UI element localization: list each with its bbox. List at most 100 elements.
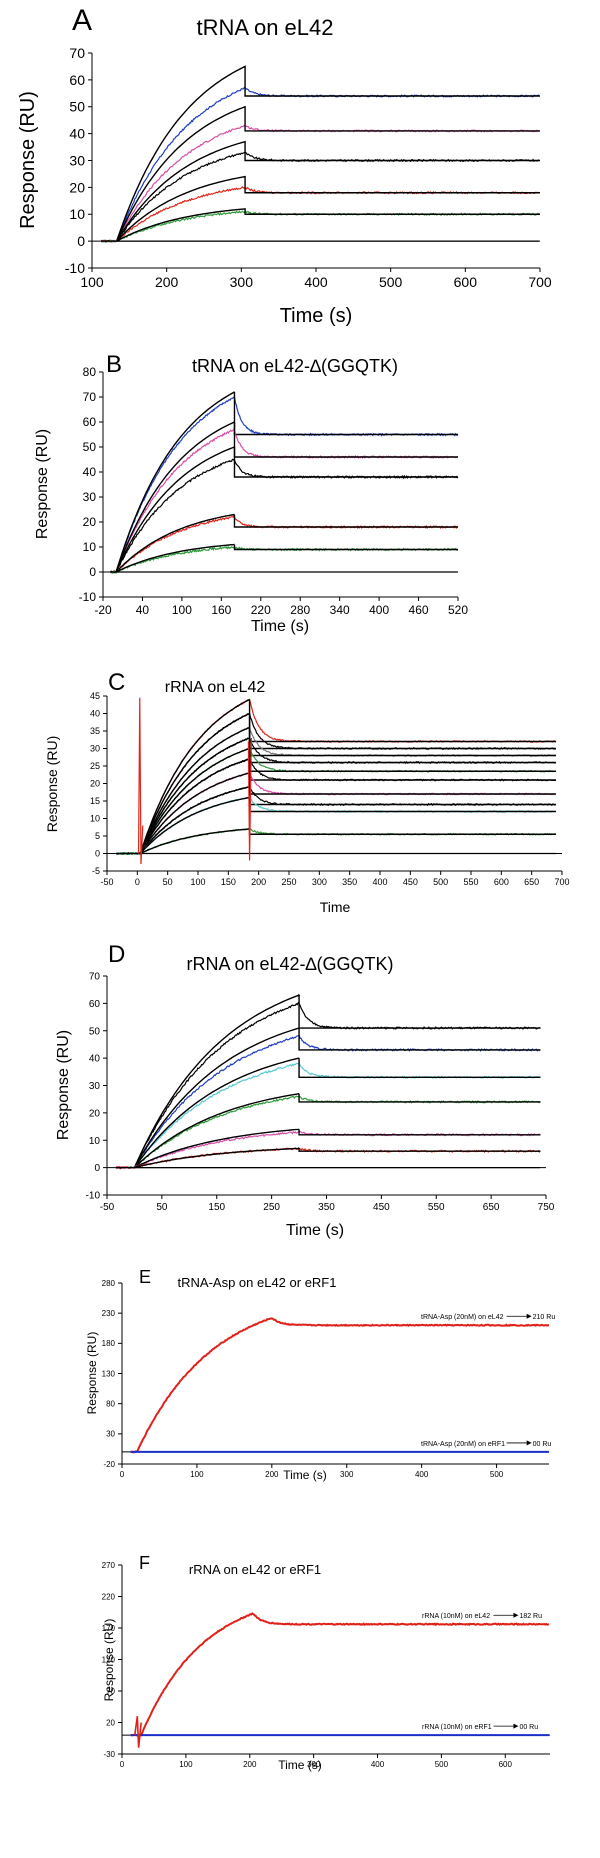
y-tick-label: -30 — [103, 1750, 115, 1759]
y-tick-label: 40 — [69, 126, 85, 142]
fit-line-1 — [115, 391, 458, 573]
y-axis-label: Response (RU) — [34, 429, 51, 539]
arrow-head — [513, 1723, 519, 1729]
y-tick-label: -20 — [103, 1460, 115, 1469]
x-tick-label: 100 — [172, 603, 192, 617]
panel-f: -30 20 70 120 170 220 270 0 100 200 300 400 500 600 F r… — [102, 1553, 550, 1772]
x-tick-label: 500 — [435, 1760, 449, 1769]
data-series-2 — [109, 427, 459, 574]
data-series-2 — [100, 124, 540, 243]
x-tick-label: 400 — [371, 1760, 385, 1769]
panel-letter: A — [72, 4, 92, 37]
fit-line-1 — [139, 698, 556, 855]
data-series-1 — [115, 698, 557, 856]
x-tick-label: 100 — [80, 274, 104, 290]
x-axis-label: Time (s) — [286, 1222, 344, 1239]
y-tick-label: 30 — [83, 490, 97, 504]
y-tick-label: -10 — [86, 1191, 101, 1202]
series-end-value: 210 Ru — [533, 1314, 556, 1321]
x-tick-label: 50 — [156, 1202, 168, 1213]
arrow-head — [526, 1313, 532, 1319]
x-tick-label: -20 — [94, 603, 112, 617]
x-tick-label: 300 — [340, 1470, 354, 1479]
data-series-1 — [109, 395, 459, 574]
fit-line-6 — [139, 758, 556, 855]
chart-title: tRNA on eL42 — [197, 15, 334, 40]
y-tick-label: 230 — [102, 1309, 116, 1318]
x-tick-label: 400 — [369, 603, 389, 617]
fit-line-2 — [139, 712, 556, 855]
fit-line-5 — [115, 543, 458, 573]
y-tick-label: 40 — [89, 1054, 101, 1065]
y-tick-label: -5 — [92, 866, 100, 876]
injection-spike — [137, 697, 144, 865]
fit-line-6 — [132, 1146, 541, 1169]
x-tick-label: 150 — [208, 1202, 225, 1213]
fit-line-4 — [139, 737, 556, 855]
x-tick-label: 300 — [312, 877, 327, 887]
x-tick-label: 460 — [409, 603, 429, 617]
y-tick-label: 15 — [90, 796, 100, 806]
y-tick-label: 10 — [90, 814, 100, 824]
chart-title: rRNA on eL42-∆(GGQTK) — [186, 954, 393, 974]
fit-line-5 — [139, 747, 556, 855]
x-tick-label: 350 — [318, 1202, 335, 1213]
panel-d: -10 0 10 20 30 40 50 60 70 -50 50 150 250 350 450 550 65… — [55, 941, 555, 1239]
fit-line-3 — [139, 726, 556, 855]
data-series-10 — [115, 827, 557, 856]
data-series-1 — [130, 1317, 549, 1454]
x-tick-label: 450 — [403, 877, 418, 887]
x-tick-label: 600 — [454, 274, 478, 290]
fit-line-4 — [115, 175, 540, 242]
data-series-6 — [115, 758, 557, 855]
x-tick-label: 200 — [243, 1760, 257, 1769]
x-tick-label: 0 — [120, 1760, 125, 1769]
x-tick-label: 650 — [483, 1202, 500, 1213]
y-tick-label: 10 — [89, 1136, 101, 1147]
y-tick-label: 70 — [69, 45, 85, 61]
y-axis-label: Response (RU) — [55, 1030, 72, 1140]
injection-spike — [133, 1716, 142, 1748]
x-tick-label: 50 — [163, 877, 173, 887]
fit-line-10 — [140, 828, 556, 855]
x-tick-label: 0 — [120, 1470, 125, 1479]
x-tick-label: 0 — [135, 877, 140, 887]
x-axis-label: Time — [320, 899, 351, 915]
y-tick-label: 40 — [90, 709, 100, 719]
series-end-value: 182 Ru — [519, 1613, 542, 1620]
x-tick-label: 400 — [304, 274, 328, 290]
data-series-5 — [110, 545, 459, 574]
x-tick-label: 600 — [494, 877, 509, 887]
fit-line-3 — [133, 1057, 541, 1169]
y-tick-label: 60 — [83, 415, 97, 429]
y-tick-label: 280 — [102, 1279, 116, 1288]
panel-a: -10 0 10 20 30 40 50 60 70 100 200 300 400 500 600 700 A… — [17, 4, 552, 327]
chart-title: tRNA-Asp on eL42 or eRF1 — [178, 1275, 337, 1290]
x-tick-label: 500 — [433, 877, 448, 887]
x-tick-label: 350 — [342, 877, 357, 887]
x-tick-label: 280 — [290, 603, 310, 617]
x-tick-label: 500 — [490, 1470, 504, 1479]
arrow-head — [513, 1612, 519, 1618]
y-tick-label: 180 — [102, 1339, 116, 1348]
y-tick-label: 130 — [102, 1369, 116, 1378]
y-axis-label: Response (RU) — [102, 1619, 116, 1702]
x-tick-label: 150 — [221, 877, 236, 887]
x-tick-label: 100 — [190, 877, 205, 887]
y-tick-label: 5 — [95, 831, 100, 841]
x-tick-label: 100 — [179, 1760, 193, 1769]
series-end-value: 00 Ru — [519, 1724, 538, 1731]
x-tick-label: 200 — [251, 877, 266, 887]
data-series-3 — [100, 151, 540, 243]
data-series-4 — [109, 515, 459, 574]
y-tick-label: 80 — [83, 365, 97, 379]
y-tick-label: -10 — [79, 590, 97, 604]
x-tick-label: 520 — [448, 603, 468, 617]
y-tick-label: 30 — [69, 152, 85, 168]
fit-line-5 — [132, 1128, 541, 1169]
panel-b: -10 0 10 20 30 40 50 60 70 80 -20 40 100 160 220 280 340… — [34, 351, 468, 635]
fit-line-1 — [133, 993, 541, 1169]
y-tick-label: 170 — [102, 1624, 116, 1633]
y-tick-label: 70 — [89, 972, 101, 983]
